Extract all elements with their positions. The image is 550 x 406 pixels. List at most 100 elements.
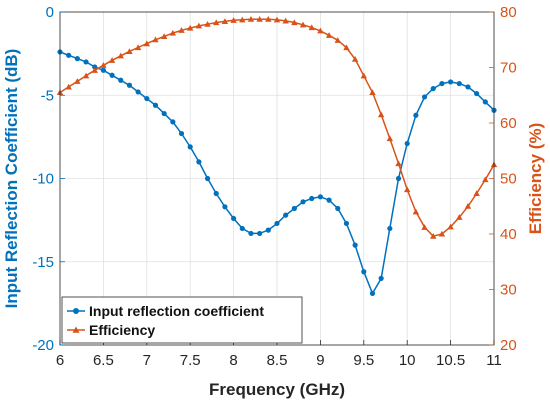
y-left-tick-label: -15 xyxy=(32,254,54,271)
efficiency-data-point xyxy=(351,55,359,62)
reflection-data-point xyxy=(196,159,202,165)
efficiency-data-point xyxy=(265,16,272,22)
efficiency-data-point xyxy=(230,17,237,23)
y-right-axis-label: Efficiency (%) xyxy=(526,123,545,234)
efficiency-data-point xyxy=(473,190,480,197)
efficiency-data-point xyxy=(464,203,472,209)
reflection-data-point xyxy=(369,290,376,296)
efficiency-data-point xyxy=(308,24,315,31)
x-axis-label: Frequency (GHz) xyxy=(209,380,345,399)
reflection-data-point xyxy=(283,212,289,218)
reflection-data-point xyxy=(265,227,271,233)
efficiency-data-point xyxy=(169,29,177,36)
efficiency-data-point xyxy=(213,19,220,26)
reflection-data-point xyxy=(352,242,358,248)
efficiency-data-point xyxy=(134,44,142,51)
y-right-tick-label: 80 xyxy=(500,4,517,21)
efficiency-data-point xyxy=(100,62,107,68)
efficiency-data-point xyxy=(221,18,229,24)
y-left-tick-label: -20 xyxy=(32,337,54,354)
reflection-data-point xyxy=(66,52,72,58)
y-right-tick-label: 60 xyxy=(500,115,517,132)
y-left-ticks: 0 -5 -10 -15 -20 xyxy=(32,4,65,354)
reflection-data-point xyxy=(152,102,159,108)
y-left-tick-label: 0 xyxy=(46,4,54,21)
legend-label-efficiency: Efficiency xyxy=(89,322,155,338)
efficiency-data-point xyxy=(65,83,72,90)
x-tick-label: 7 xyxy=(143,352,151,369)
efficiency-data-point xyxy=(360,72,367,79)
efficiency-data-point xyxy=(256,16,263,22)
efficiency-data-point xyxy=(482,176,489,183)
reflection-data-point xyxy=(378,275,384,281)
reflection-data-point xyxy=(274,220,280,227)
efficiency-data-point xyxy=(438,230,446,237)
efficiency-data-point xyxy=(91,67,98,73)
efficiency-data-point xyxy=(160,33,168,39)
efficiency-data-point xyxy=(421,224,428,230)
x-tick-label: 6.5 xyxy=(93,352,114,369)
y-right-tick-label: 20 xyxy=(500,337,517,354)
reflection-data-point xyxy=(291,205,297,212)
reflection-data-point xyxy=(335,205,341,212)
efficiency-data-point xyxy=(143,40,150,47)
y-left-axis-label: Input Reflection Coefficient (dB) xyxy=(2,49,21,309)
efficiency-data-point xyxy=(369,89,376,96)
reflection-data-point xyxy=(213,190,219,197)
efficiency-data-point xyxy=(152,36,159,43)
efficiency-data-point xyxy=(187,24,194,31)
efficiency-data-point xyxy=(404,186,411,193)
x-tick-label: 11 xyxy=(486,352,502,369)
x-tick-label: 10.5 xyxy=(436,352,465,369)
efficiency-data-point xyxy=(239,16,246,23)
efficiency-data-point xyxy=(395,160,402,167)
x-ticks: 6 6.5 7 7.5 8 8.5 9 9.5 10 10.5 11 xyxy=(56,340,502,369)
efficiency-data-point xyxy=(325,32,333,38)
reflection-data-point xyxy=(83,59,89,65)
reflection-data-point xyxy=(300,199,306,205)
reflection-data-point xyxy=(178,130,185,137)
reflection-data-point xyxy=(118,77,124,83)
y-right-tick-label: 40 xyxy=(500,226,517,243)
efficiency-data-point xyxy=(74,78,81,84)
reflection-data-point xyxy=(387,225,393,232)
reflection-data-point xyxy=(74,56,80,62)
reflection-data-point xyxy=(448,79,454,85)
legend-label-reflection: Input reflection coefficient xyxy=(89,303,264,319)
efficiency-data-point xyxy=(282,17,289,24)
x-tick-label: 9.5 xyxy=(353,352,374,369)
efficiency-data-point xyxy=(178,27,185,33)
y-right-tick-label: 50 xyxy=(500,171,517,188)
reflection-data-point xyxy=(309,195,315,202)
reflection-data-point xyxy=(395,175,402,182)
reflection-data-point xyxy=(430,85,436,92)
efficiency-data-point xyxy=(456,214,463,220)
y-right-ticks: 80 70 60 50 40 30 20 xyxy=(489,4,517,354)
reflection-data-point xyxy=(361,269,367,275)
reflection-data-point xyxy=(231,215,237,222)
reflection-data-point xyxy=(109,72,115,78)
reflection-data-point xyxy=(126,82,133,88)
x-tick-label: 7.5 xyxy=(180,352,201,369)
reflection-data-point xyxy=(100,67,106,73)
legend-box xyxy=(61,296,303,344)
legend-marker-triangle xyxy=(72,326,80,333)
y-right-tick-label: 70 xyxy=(500,60,517,77)
reflection-data-point xyxy=(474,90,480,97)
efficiency-data-point xyxy=(126,48,133,54)
efficiency-data-point xyxy=(108,57,116,63)
efficiency-data-point xyxy=(377,111,385,118)
x-tick-label: 6 xyxy=(56,352,64,369)
reflection-data-point xyxy=(144,95,150,102)
x-tick-label: 10 xyxy=(399,352,416,369)
grid xyxy=(59,11,495,346)
legend: Input reflection coefficient Efficiency xyxy=(61,296,303,344)
efficiency-data-point xyxy=(117,52,124,59)
reflection-data-point xyxy=(465,84,471,90)
reflection-data-point xyxy=(204,175,211,182)
reflection-data-point xyxy=(170,119,176,125)
reflection-data-point xyxy=(248,230,254,237)
legend-marker-circle xyxy=(73,308,79,314)
reflection-data-point xyxy=(343,220,350,227)
efficiency-data-point xyxy=(273,16,281,23)
